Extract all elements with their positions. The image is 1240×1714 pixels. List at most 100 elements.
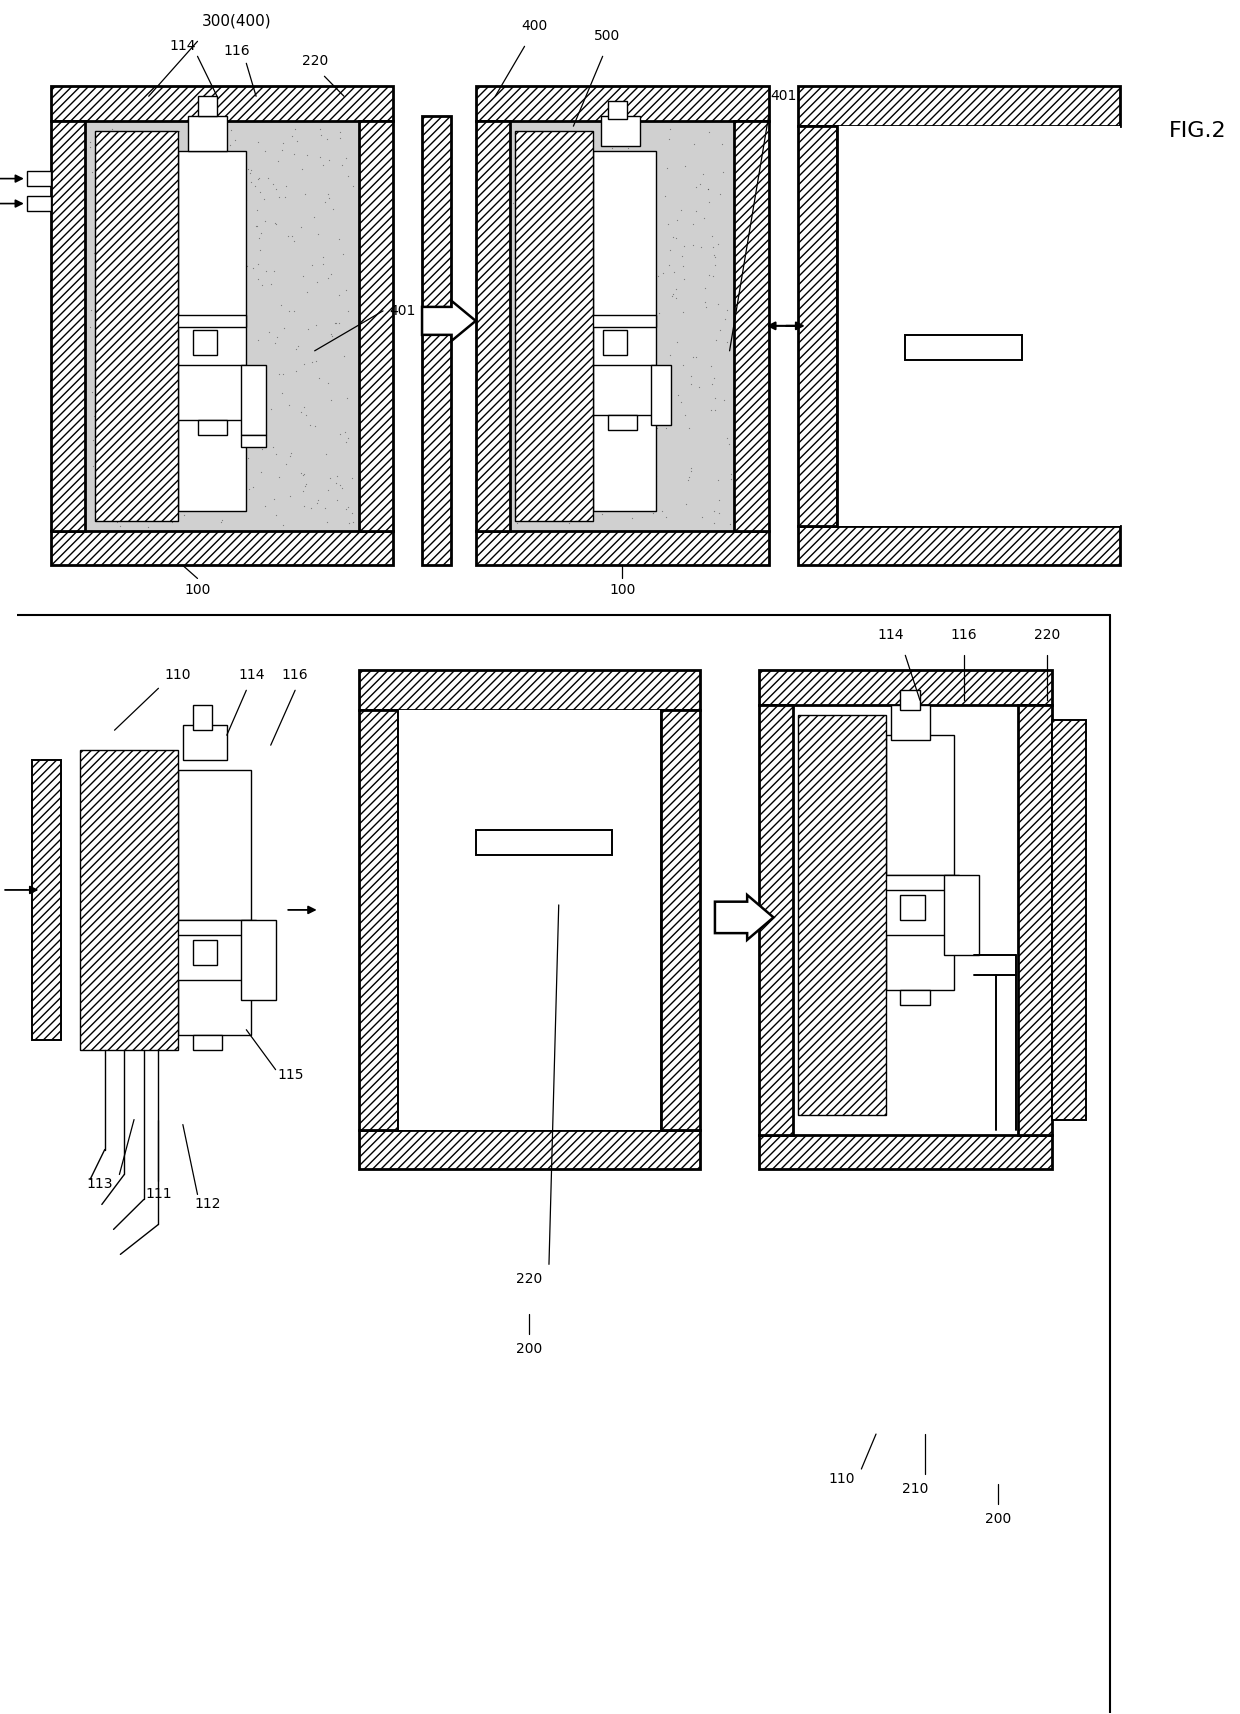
Point xyxy=(130,154,150,182)
Point xyxy=(718,297,738,324)
Point xyxy=(210,326,229,353)
Point xyxy=(107,509,126,536)
Point xyxy=(708,291,728,319)
Point xyxy=(138,144,157,171)
Point xyxy=(139,449,159,476)
Bar xyxy=(661,710,701,1130)
Bar xyxy=(422,117,451,566)
Point xyxy=(306,312,326,339)
Point xyxy=(591,440,611,468)
Point xyxy=(267,440,286,468)
Point xyxy=(553,173,573,201)
Point xyxy=(536,129,556,156)
Point xyxy=(260,271,280,298)
Point xyxy=(686,197,706,225)
Point xyxy=(521,389,541,417)
Point xyxy=(91,255,110,283)
Point xyxy=(577,324,596,351)
Point xyxy=(164,502,184,530)
Point xyxy=(554,471,574,499)
Point xyxy=(277,171,296,199)
Bar xyxy=(608,101,627,120)
Point xyxy=(128,286,148,314)
Point xyxy=(291,398,311,425)
Bar xyxy=(945,874,978,955)
Point xyxy=(281,439,301,466)
Point xyxy=(703,233,723,261)
Point xyxy=(88,283,108,310)
Polygon shape xyxy=(715,895,774,939)
Point xyxy=(175,185,195,213)
Bar xyxy=(900,895,925,920)
Point xyxy=(681,454,701,482)
Point xyxy=(556,216,575,243)
Point xyxy=(527,329,547,357)
Point xyxy=(321,321,341,348)
Point xyxy=(683,343,703,370)
Bar xyxy=(95,132,179,521)
Point xyxy=(306,348,326,375)
Point xyxy=(611,405,631,432)
Point xyxy=(109,506,129,533)
Point xyxy=(595,442,615,470)
Point xyxy=(630,295,650,322)
Point xyxy=(621,171,641,199)
Point xyxy=(221,132,241,159)
Point xyxy=(709,487,729,514)
Point xyxy=(507,509,527,536)
Point xyxy=(301,494,321,521)
Point xyxy=(565,144,585,171)
Point xyxy=(88,255,108,283)
Point xyxy=(268,147,288,175)
Point xyxy=(598,230,618,257)
Point xyxy=(169,471,188,499)
Point xyxy=(564,500,584,528)
Point xyxy=(649,262,668,290)
Point xyxy=(99,403,119,430)
Point xyxy=(604,291,624,319)
Point xyxy=(660,117,680,144)
Point xyxy=(237,185,257,213)
Point xyxy=(264,209,284,237)
Point xyxy=(336,276,356,303)
Bar xyxy=(179,770,252,920)
Point xyxy=(698,175,718,202)
Point xyxy=(644,218,663,245)
Point xyxy=(128,144,148,171)
Point xyxy=(322,195,342,223)
Point xyxy=(135,341,155,369)
Point xyxy=(603,468,622,495)
Point xyxy=(722,461,742,488)
Polygon shape xyxy=(422,302,476,341)
Point xyxy=(156,226,176,254)
Point xyxy=(224,262,244,290)
Point xyxy=(120,240,140,267)
Point xyxy=(719,430,739,458)
Point xyxy=(88,334,108,362)
Point xyxy=(644,451,663,478)
Point xyxy=(179,180,198,207)
Bar xyxy=(593,365,656,415)
Point xyxy=(698,189,718,216)
Point xyxy=(564,360,584,387)
Point xyxy=(513,458,533,485)
Point xyxy=(193,338,213,365)
Point xyxy=(512,269,532,297)
Point xyxy=(583,218,603,245)
Point xyxy=(525,367,544,394)
Point xyxy=(702,396,722,423)
Point xyxy=(526,483,546,511)
Point xyxy=(131,502,151,530)
Point xyxy=(589,254,609,281)
Point xyxy=(128,291,148,319)
Point xyxy=(242,430,262,458)
Point xyxy=(563,290,583,317)
Point xyxy=(616,365,636,393)
Point xyxy=(511,168,531,195)
Point xyxy=(196,417,216,444)
Point xyxy=(598,139,618,166)
Point xyxy=(99,351,119,379)
Point xyxy=(556,166,575,194)
Point xyxy=(503,189,523,216)
Point xyxy=(253,363,273,391)
